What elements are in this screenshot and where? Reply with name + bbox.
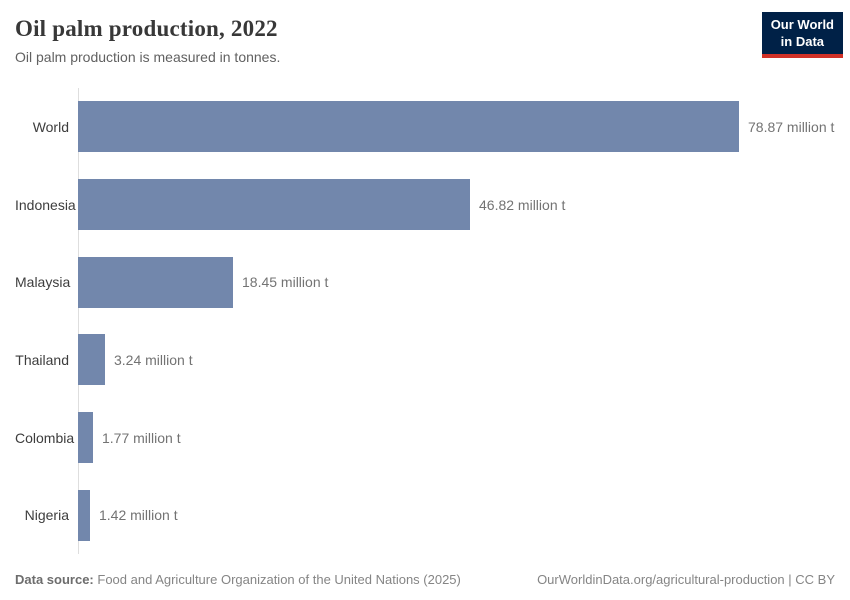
value-label: 1.42 million t bbox=[99, 507, 178, 524]
data-source: Data source: Food and Agriculture Organi… bbox=[15, 572, 461, 587]
category-label: Colombia bbox=[15, 429, 75, 446]
value-label: 78.87 million t bbox=[748, 118, 835, 135]
footer-link[interactable]: OurWorldinData.org/agricultural-producti… bbox=[537, 572, 835, 587]
bar-track: 18.45 million t bbox=[78, 256, 835, 308]
bar[interactable] bbox=[78, 334, 105, 386]
chart-header: Oil palm production, 2022 Oil palm produ… bbox=[15, 12, 843, 65]
chart-row: Indonesia 46.82 million t bbox=[15, 166, 835, 244]
category-label: Thailand bbox=[15, 351, 69, 368]
bar[interactable] bbox=[78, 412, 93, 464]
category-label: World bbox=[32, 118, 69, 135]
data-source-label: Data source: bbox=[15, 572, 94, 587]
bar[interactable] bbox=[78, 101, 739, 153]
value-label: 3.24 million t bbox=[114, 351, 193, 368]
bar-track: 46.82 million t bbox=[78, 179, 835, 230]
owid-logo-line1: Our World bbox=[770, 17, 834, 32]
page-title: Oil palm production, 2022 bbox=[15, 16, 278, 41]
bar[interactable] bbox=[78, 489, 90, 541]
category-label: Malaysia bbox=[15, 274, 71, 291]
value-label: 1.77 million t bbox=[102, 429, 181, 446]
bar-track: 78.87 million t bbox=[78, 101, 835, 153]
owid-logo[interactable]: Our World in Data bbox=[761, 12, 843, 58]
chart-rows: World 78.87 million t Indonesia 46.82 mi… bbox=[15, 88, 835, 554]
chart-row: Malaysia 18.45 million t bbox=[15, 243, 835, 321]
chart-row: Nigeria 1.42 million t bbox=[15, 476, 835, 554]
value-label: 46.82 million t bbox=[479, 196, 566, 213]
page-subtitle: Oil palm production is measured in tonne… bbox=[15, 49, 281, 65]
bar-track: 1.42 million t bbox=[78, 489, 835, 541]
chart-footer: Data source: Food and Agriculture Organi… bbox=[15, 572, 835, 587]
chart-row: Thailand 3.24 million t bbox=[15, 321, 835, 399]
owid-logo-line2: in Data bbox=[780, 33, 825, 49]
chart-row: World 78.87 million t bbox=[15, 88, 835, 166]
category-label: Indonesia bbox=[15, 196, 76, 213]
category-label: Nigeria bbox=[24, 507, 69, 524]
value-label: 18.45 million t bbox=[242, 274, 329, 291]
bar-track: 1.77 million t bbox=[78, 412, 835, 464]
bar[interactable] bbox=[78, 179, 470, 230]
y-axis-line bbox=[78, 88, 79, 554]
bar-chart: World 78.87 million t Indonesia 46.82 mi… bbox=[15, 88, 835, 554]
bar[interactable] bbox=[78, 256, 233, 308]
data-source-text: Food and Agriculture Organization of the… bbox=[97, 572, 461, 587]
bar-track: 3.24 million t bbox=[78, 334, 835, 386]
chart-row: Colombia 1.77 million t bbox=[15, 399, 835, 477]
